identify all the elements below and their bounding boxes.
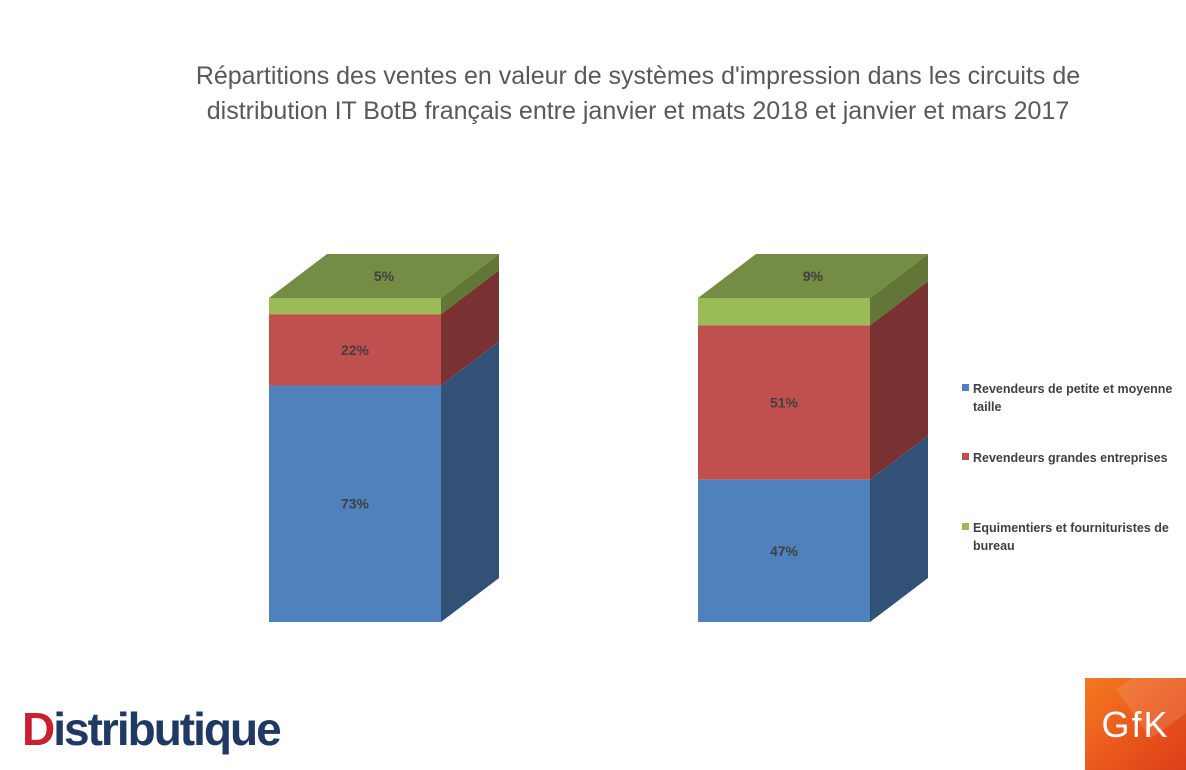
bar-side-1-series-1 bbox=[441, 341, 499, 622]
bar-side-1-series-3 bbox=[441, 254, 499, 315]
gfk-logo-text: GfK bbox=[1101, 704, 1170, 745]
distributique-logo: Distributique bbox=[22, 703, 282, 755]
legend-label-2-line-1: Revendeurs grandes entreprises bbox=[973, 451, 1168, 465]
bar-side-2-series-3 bbox=[870, 254, 928, 326]
data-label-2-series-3: 9% bbox=[803, 268, 824, 284]
bar-front-2-series-2 bbox=[698, 325, 870, 480]
legend-label-3-line-2: bureau bbox=[973, 539, 1015, 553]
legend-label-1-line-1: Revendeurs de petite et moyenne bbox=[973, 382, 1172, 396]
data-label-2-series-2: 51% bbox=[770, 394, 799, 410]
bar-top-1 bbox=[269, 254, 499, 298]
bar-front-1-series-1 bbox=[269, 385, 441, 622]
gfk-logo: GfK bbox=[1085, 678, 1186, 770]
bar-top-2 bbox=[698, 254, 928, 298]
data-label-1-series-3: 5% bbox=[374, 268, 395, 284]
bar-side-1-series-2 bbox=[441, 270, 499, 386]
legend-swatch-1 bbox=[962, 384, 969, 391]
bar-side-2-series-2 bbox=[870, 281, 928, 480]
legend: Revendeurs de petite et moyenne taille Rev… bbox=[962, 382, 1172, 553]
legend-label-1-line-2: taille bbox=[973, 400, 1002, 414]
legend-swatch-3 bbox=[962, 523, 969, 530]
bar-front-2-series-1 bbox=[698, 479, 870, 622]
legend-swatch-2 bbox=[962, 453, 969, 460]
legend-label-3-line-1: Equimentiers et fournituristes de bbox=[973, 521, 1169, 535]
data-label-1-series-1: 73% bbox=[341, 496, 370, 512]
logo-first-letter: D bbox=[22, 703, 55, 755]
bar-side-2-series-1 bbox=[870, 435, 928, 622]
bar-front-1-series-2 bbox=[269, 314, 441, 386]
bar-front-2-series-3 bbox=[698, 298, 870, 326]
logo-rest: istributique bbox=[53, 703, 281, 755]
bars-group: 73% 22% 5% 47% 51% 9% bbox=[269, 254, 928, 622]
chart-title-line-2: distribution IT BotB français entre janv… bbox=[207, 97, 1069, 125]
chart-title-line-1: Répartitions des ventes en valeur de sys… bbox=[196, 62, 1080, 90]
data-label-1-series-2: 22% bbox=[341, 342, 370, 358]
bar-front-1-series-3 bbox=[269, 298, 441, 315]
data-label-2-series-1: 47% bbox=[770, 543, 799, 559]
